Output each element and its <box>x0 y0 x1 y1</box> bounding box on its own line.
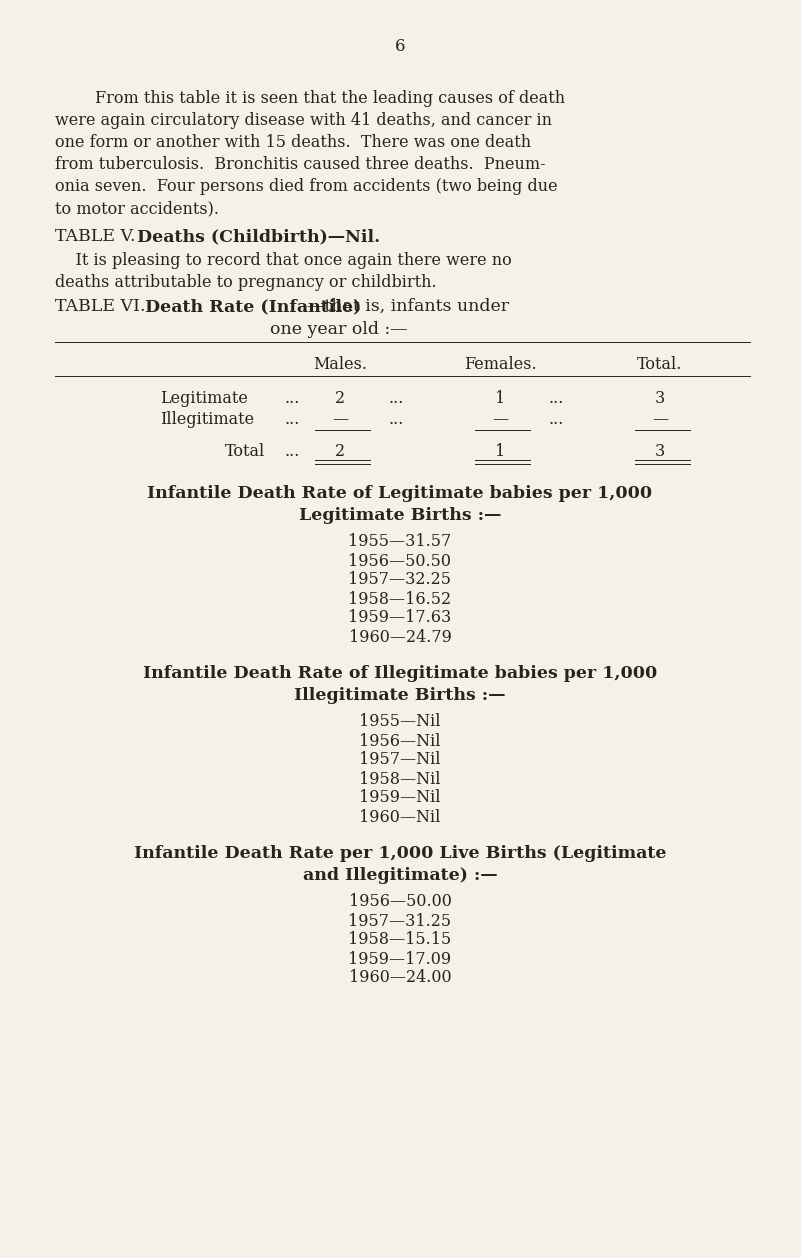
Text: 1957—32.25: 1957—32.25 <box>348 571 452 589</box>
Text: onia seven.  Four persons died from accidents (two being due: onia seven. Four persons died from accid… <box>55 177 557 195</box>
Text: one form or another with 15 deaths.  There was one death: one form or another with 15 deaths. Ther… <box>55 135 531 151</box>
Text: —: — <box>492 411 508 428</box>
Text: Infantile Death Rate of Legitimate babies per 1,000: Infantile Death Rate of Legitimate babie… <box>147 486 653 502</box>
Text: Females.: Females. <box>464 356 537 374</box>
Text: 3: 3 <box>655 390 665 408</box>
Text: Legitimate Births :—: Legitimate Births :— <box>299 507 501 525</box>
Text: Deaths (Childbirth)—Nil.: Deaths (Childbirth)—Nil. <box>137 228 380 245</box>
Text: TABLE V.: TABLE V. <box>55 228 147 245</box>
Text: Illegitimate: Illegitimate <box>160 411 254 428</box>
Text: 1959—17.63: 1959—17.63 <box>348 609 452 626</box>
Text: Death Rate (Infantile): Death Rate (Infantile) <box>145 298 361 314</box>
Text: Total: Total <box>225 443 265 460</box>
Text: to motor accidents).: to motor accidents). <box>55 200 219 216</box>
Text: 1957—31.25: 1957—31.25 <box>348 912 452 930</box>
Text: ...: ... <box>388 390 404 408</box>
Text: From this table it is seen that the leading causes of death: From this table it is seen that the lead… <box>95 91 566 107</box>
Text: 1958—Nil: 1958—Nil <box>360 770 441 788</box>
Text: —: — <box>332 411 348 428</box>
Text: Legitimate: Legitimate <box>160 390 248 408</box>
Text: ...: ... <box>548 411 563 428</box>
Text: Illegitimate Births :—: Illegitimate Births :— <box>294 688 505 704</box>
Text: 1: 1 <box>495 390 505 408</box>
Text: ...: ... <box>285 390 300 408</box>
Text: 1956—50.00: 1956—50.00 <box>348 893 452 911</box>
Text: Infantile Death Rate of Illegitimate babies per 1,000: Infantile Death Rate of Illegitimate bab… <box>143 665 657 683</box>
Text: Males.: Males. <box>313 356 367 374</box>
Text: 1959—Nil: 1959—Nil <box>360 790 441 806</box>
Text: 1960—24.00: 1960—24.00 <box>348 970 451 986</box>
Text: —that is, infants under: —that is, infants under <box>307 298 509 314</box>
Text: It is pleasing to record that once again there were no: It is pleasing to record that once again… <box>55 252 512 269</box>
Text: ...: ... <box>285 443 300 460</box>
Text: ...: ... <box>388 411 404 428</box>
Text: ...: ... <box>548 390 563 408</box>
Text: were again circulatory disease with 41 deaths, and cancer in: were again circulatory disease with 41 d… <box>55 112 552 130</box>
Text: deaths attributable to pregnancy or childbirth.: deaths attributable to pregnancy or chil… <box>55 274 437 291</box>
Text: Infantile Death Rate per 1,000 Live Births (Legitimate: Infantile Death Rate per 1,000 Live Birt… <box>134 845 666 863</box>
Text: Total.: Total. <box>638 356 682 374</box>
Text: 6: 6 <box>395 38 405 55</box>
Text: 1960—24.79: 1960—24.79 <box>348 629 452 645</box>
Text: 1: 1 <box>495 443 505 460</box>
Text: one year old :—: one year old :— <box>270 321 408 338</box>
Text: 1956—Nil: 1956—Nil <box>360 732 441 750</box>
Text: 1955—Nil: 1955—Nil <box>360 713 441 731</box>
Text: from tuberculosis.  Bronchitis caused three deaths.  Pneum-: from tuberculosis. Bronchitis caused thr… <box>55 156 545 174</box>
Text: 2: 2 <box>335 443 345 460</box>
Text: —: — <box>652 411 668 428</box>
Text: 1956—50.50: 1956—50.50 <box>348 552 452 570</box>
Text: 1959—17.09: 1959—17.09 <box>348 951 452 967</box>
Text: 3: 3 <box>655 443 665 460</box>
Text: ...: ... <box>285 411 300 428</box>
Text: 1955—31.57: 1955—31.57 <box>348 533 452 551</box>
Text: TABLE VI.: TABLE VI. <box>55 298 156 314</box>
Text: 1960—Nil: 1960—Nil <box>360 809 441 825</box>
Text: and Illegitimate) :—: and Illegitimate) :— <box>303 868 497 884</box>
Text: 1958—16.52: 1958—16.52 <box>348 590 452 608</box>
Text: 1957—Nil: 1957—Nil <box>360 751 441 769</box>
Text: 2: 2 <box>335 390 345 408</box>
Text: 1958—15.15: 1958—15.15 <box>348 931 452 949</box>
